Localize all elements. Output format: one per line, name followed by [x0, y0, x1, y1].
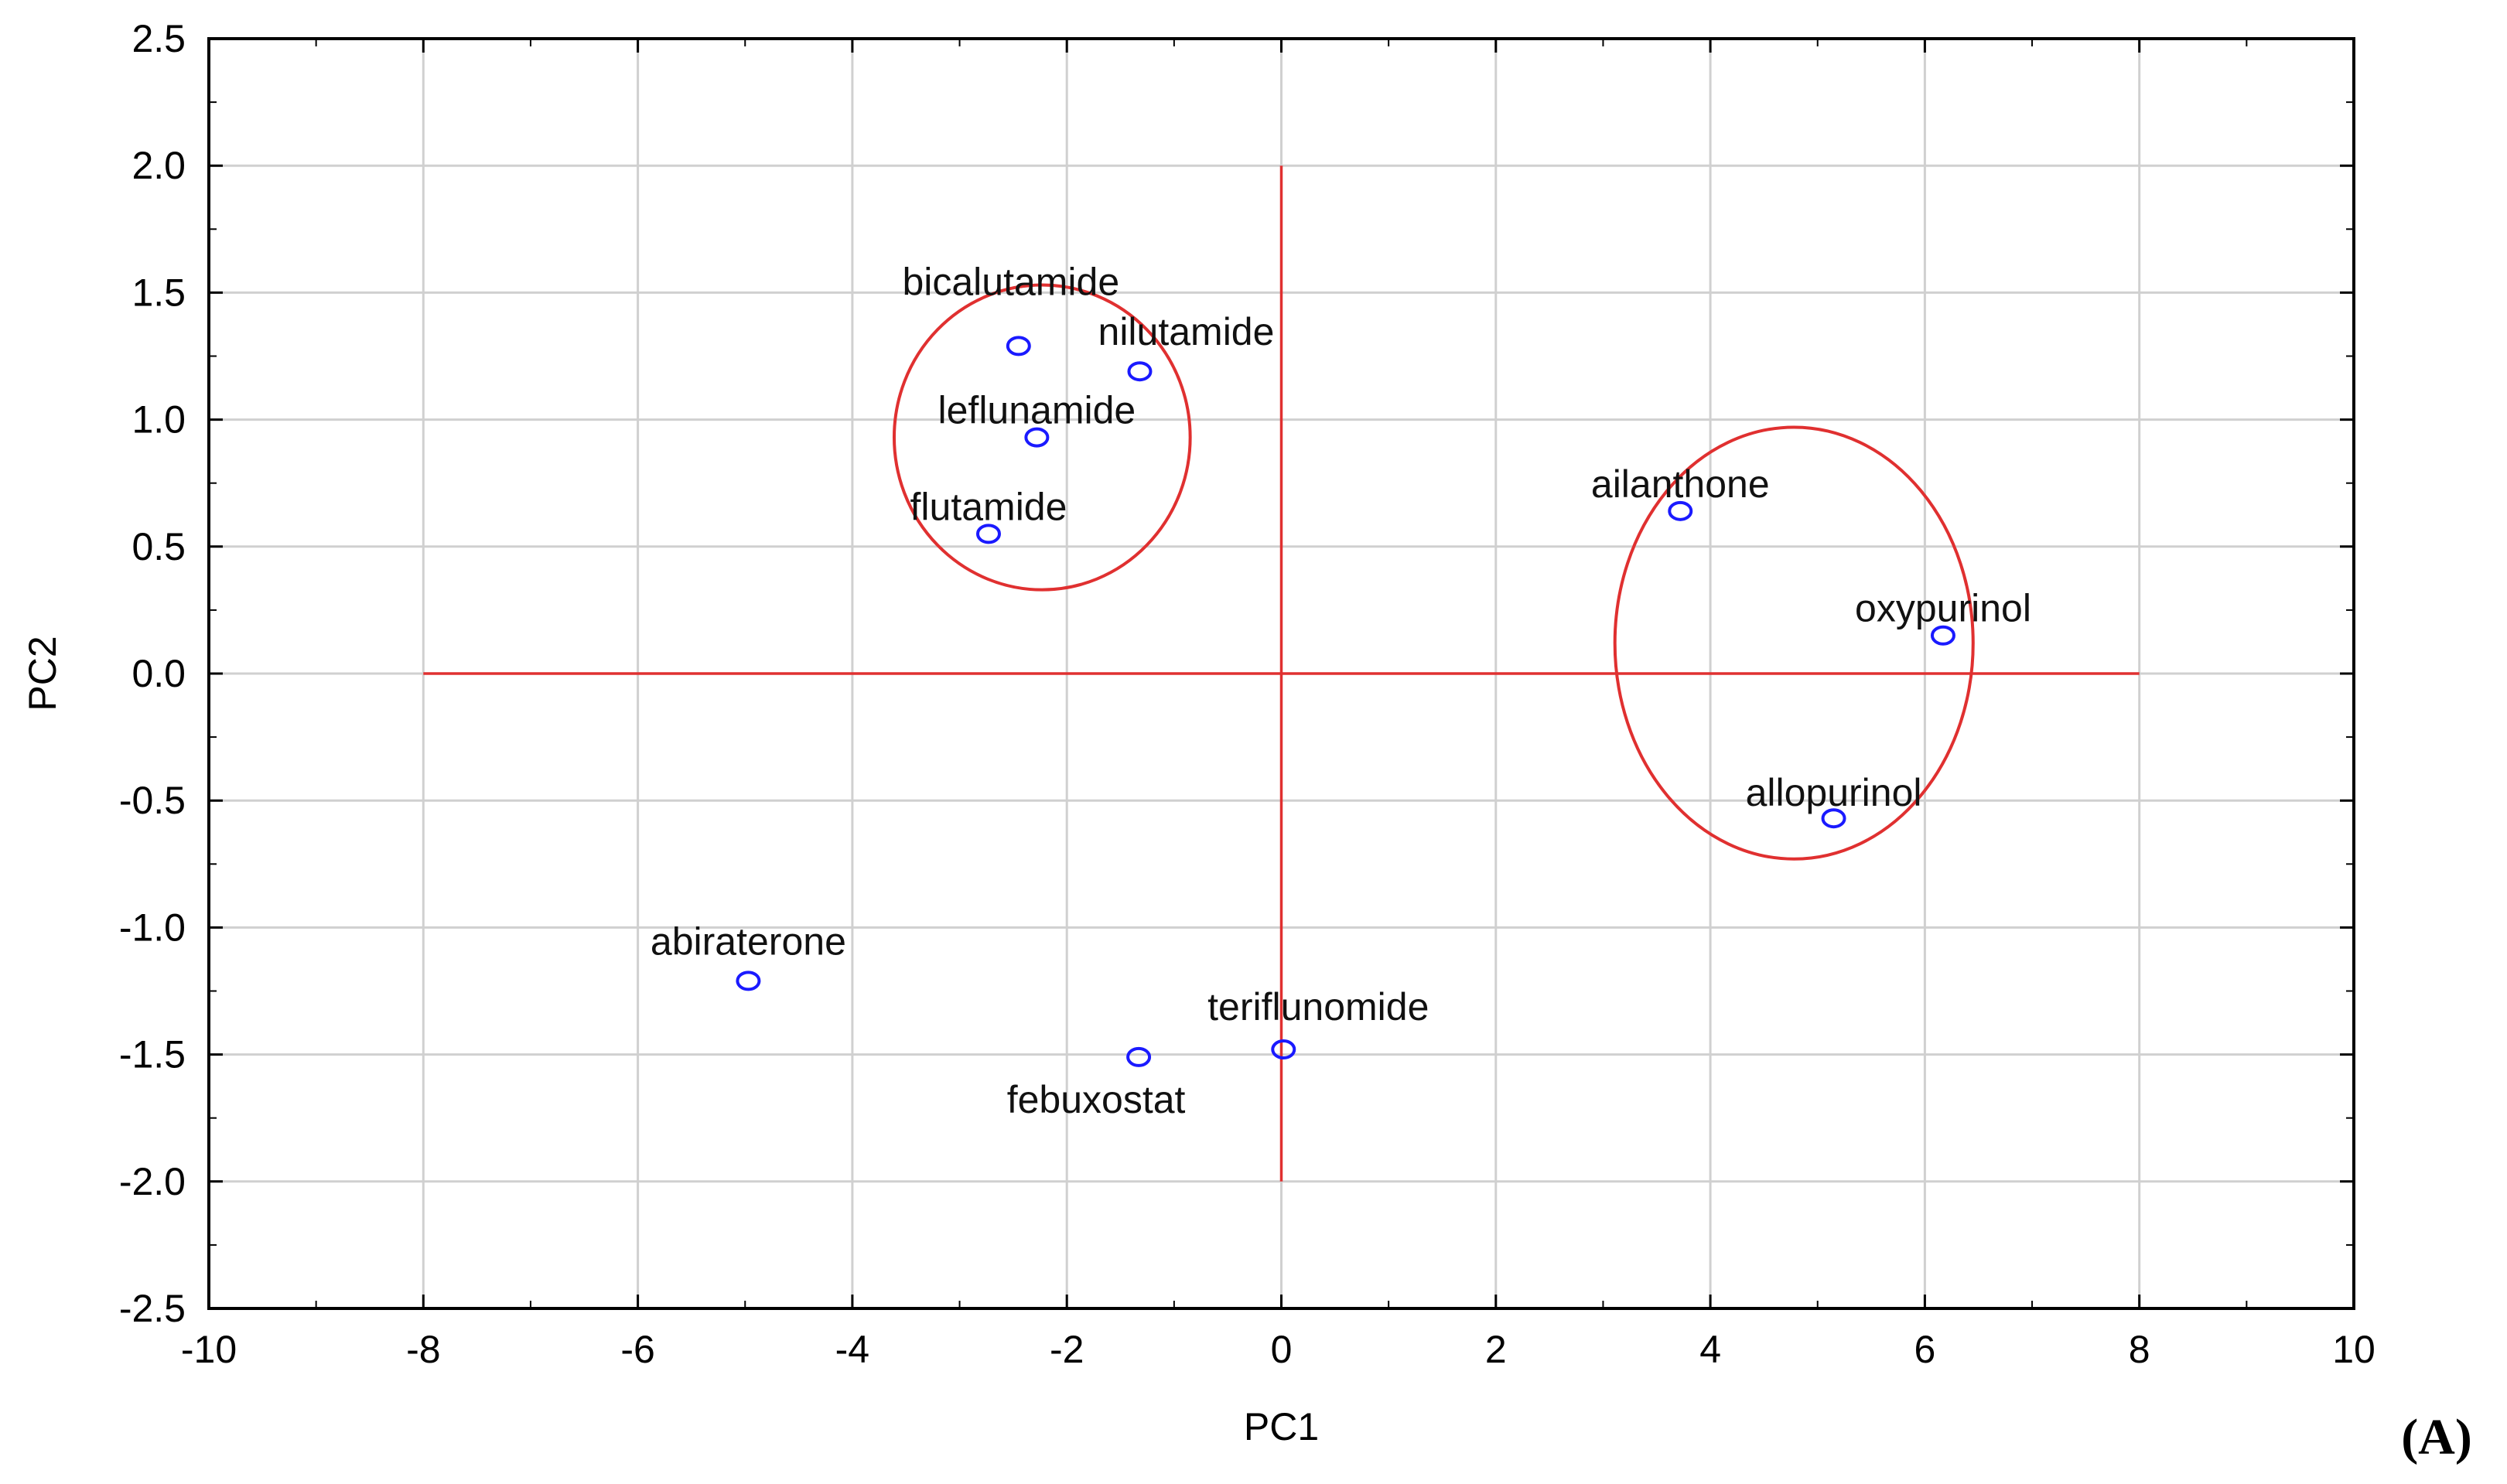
x-tick-label: -2 [1050, 1328, 1084, 1371]
y-tick-label: -1.5 [119, 1033, 186, 1076]
y-tick-label: -2.5 [119, 1287, 186, 1330]
cluster-ellipse [1613, 425, 1975, 861]
point-label-febuxostat: febuxostat [1007, 1078, 1186, 1121]
y-tick-label: -1.0 [119, 906, 186, 949]
y-tick-label: 1.5 [131, 271, 186, 314]
data-point-oxypurinol [1930, 625, 1955, 646]
reference-lines [423, 165, 2140, 1182]
point-label-abiraterone: abiraterone [651, 919, 846, 963]
data-points [736, 336, 1955, 1067]
point-label-flutamide: flutamide [910, 485, 1067, 528]
y-tick-label: 2.5 [131, 17, 186, 60]
cluster-ellipse [892, 283, 1192, 592]
data-point-flutamide [975, 524, 1001, 544]
data-point-febuxostat [1126, 1046, 1152, 1067]
x-axis-title: PC1 [1244, 1405, 1319, 1448]
data-point-bicalutamide [1006, 336, 1031, 357]
y-tick-label: 0.5 [131, 525, 186, 568]
point-label-oxypurinol: oxypurinol [1855, 587, 2031, 630]
x-tick-label: -6 [620, 1328, 654, 1371]
x-tick-label: -10 [181, 1328, 237, 1371]
x-tick-label: 2 [1485, 1328, 1507, 1371]
y-tick-label: -2.0 [119, 1160, 186, 1203]
x-tick-label: 8 [2129, 1328, 2150, 1371]
data-point-leflunamide [1024, 427, 1050, 448]
data-point-allopurinol [1821, 808, 1846, 829]
cluster-ellipses [892, 283, 1975, 861]
data-point-nilutamide [1127, 361, 1153, 382]
axis-ticks: -10 -8 -6 -4 -2 0 2 4 6 8 10 -2.5 -2.0 -1.5 -1.0 -0.5 0.… [119, 17, 2376, 1371]
x-tick-label: -8 [406, 1328, 440, 1371]
point-labels: bicalutamide nilutamide leflunamide flutami… [651, 260, 2031, 1121]
data-point-teriflunomide [1271, 1039, 1296, 1060]
x-tick-label: 4 [1699, 1328, 1721, 1371]
y-axis-title: PC2 [21, 636, 64, 711]
x-tick-label: 0 [1271, 1328, 1293, 1371]
point-label-nilutamide: nilutamide [1098, 310, 1275, 353]
y-tick-label: 1.0 [131, 398, 186, 442]
x-tick-label: -4 [835, 1328, 869, 1371]
y-tick-label: -0.5 [119, 779, 186, 822]
point-label-teriflunomide: teriflunomide [1207, 985, 1429, 1029]
data-point-abiraterone [736, 971, 761, 991]
point-label-bicalutamide: bicalutamide [902, 260, 1119, 303]
y-tick-label: 2.0 [131, 144, 186, 187]
point-label-leflunamide: leflunamide [938, 389, 1136, 432]
panel-label: (A) [2401, 1409, 2472, 1465]
x-tick-label: 6 [1914, 1328, 1935, 1371]
x-tick-label: 10 [2332, 1328, 2376, 1371]
point-label-ailanthone: ailanthone [1591, 462, 1770, 506]
y-tick-label: 0.0 [131, 652, 186, 695]
point-label-allopurinol: allopurinol [1746, 771, 1922, 814]
data-point-ailanthone [1668, 500, 1693, 521]
